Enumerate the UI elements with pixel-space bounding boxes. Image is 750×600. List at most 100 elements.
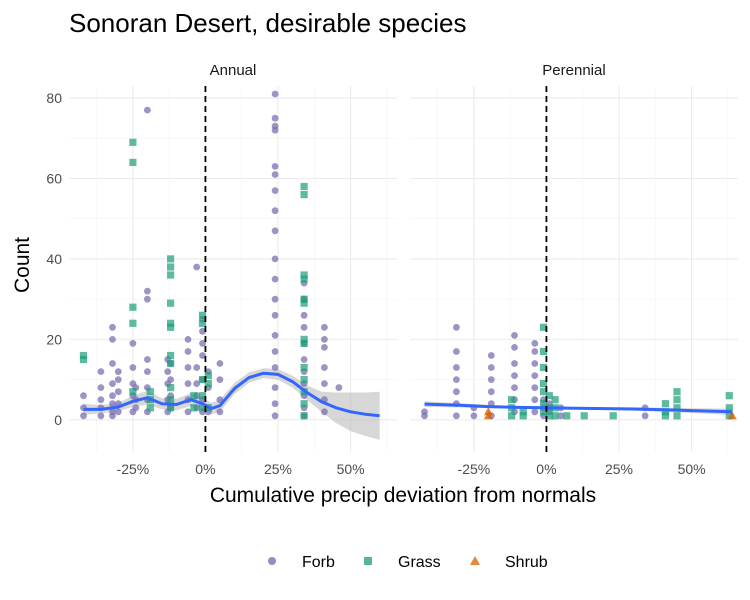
point-grass (539, 408, 548, 416)
point-grass (661, 412, 669, 420)
point-forb (271, 364, 279, 371)
point-grass (129, 319, 137, 327)
point-grass (508, 396, 516, 404)
point-forb (97, 368, 105, 375)
point-forb (109, 400, 116, 408)
point-forb (531, 384, 539, 391)
point-forb (109, 360, 116, 367)
point-forb (109, 336, 116, 343)
point-forb (271, 163, 279, 170)
point-forb (531, 372, 539, 379)
point-grass (167, 319, 175, 327)
point-grass (167, 351, 175, 360)
point-grass (300, 376, 308, 384)
point-grass (300, 295, 308, 303)
point-grass (673, 388, 681, 396)
point-forb (216, 408, 224, 416)
point-grass (539, 380, 548, 388)
point-forb (271, 400, 279, 408)
point-grass (167, 359, 175, 368)
point-forb (487, 364, 495, 371)
point-grass (129, 388, 137, 396)
point-forb (109, 408, 116, 416)
point-grass (190, 392, 198, 400)
point-forb (184, 408, 192, 416)
point-forb (184, 380, 192, 387)
point-grass (146, 404, 154, 412)
point-forb (109, 392, 116, 400)
point-forb (271, 207, 279, 215)
point-forb (129, 340, 137, 347)
point-grass (300, 412, 308, 420)
point-grass (79, 351, 88, 360)
point-forb (453, 388, 460, 396)
point-grass (167, 263, 175, 271)
point-forb (271, 122, 279, 130)
point-forb (199, 327, 206, 335)
x-tick-label: -25% (458, 461, 491, 477)
point-grass (300, 335, 308, 343)
legend-label-grass: Grass (398, 554, 441, 571)
point-forb (531, 360, 539, 367)
point-grass (167, 255, 175, 263)
chart-title: Sonoran Desert, desirable species (69, 8, 466, 38)
point-grass (300, 339, 308, 347)
point-forb (132, 404, 140, 412)
point-forb (184, 348, 192, 355)
point-grass (190, 404, 198, 412)
point-grass (167, 404, 175, 412)
point-forb (184, 364, 192, 371)
point-grass (204, 380, 212, 388)
point-forb (144, 106, 151, 114)
x-axis: -25% 0% 25% 50% -25% 0% 25% 50% (117, 461, 706, 477)
x-tick-label: 0% (536, 461, 556, 477)
y-tick-label: 60 (46, 171, 62, 187)
y-tick-label: 20 (46, 331, 62, 347)
point-grass (167, 299, 175, 307)
point-forb (271, 332, 279, 339)
x-tick-label: 25% (264, 461, 292, 477)
smooth-line-perennial (424, 402, 733, 414)
point-forb (453, 376, 460, 383)
point-forb (271, 90, 279, 98)
point-grass (580, 412, 588, 420)
legend-label-forb: Forb (302, 554, 335, 571)
x-tick-label: 50% (337, 461, 365, 477)
point-grass (198, 319, 207, 327)
point-forb (511, 344, 518, 351)
point-forb (144, 287, 151, 295)
point-forb (271, 348, 279, 355)
point-grass (545, 392, 553, 400)
point-forb (511, 360, 518, 367)
point-forb (193, 380, 201, 387)
facet-label-perennial: Perennial (542, 62, 605, 79)
point-grass (204, 372, 212, 380)
legend-key-shrub (470, 556, 480, 565)
point-forb (144, 356, 151, 363)
point-grass (167, 384, 175, 392)
point-grass (300, 191, 308, 199)
point-grass (129, 138, 137, 146)
point-grass (198, 376, 207, 384)
point-forb (321, 364, 328, 371)
point-grass (539, 347, 548, 356)
point-grass (661, 408, 669, 416)
point-grass (609, 412, 617, 420)
point-forb (511, 384, 518, 391)
point-grass (673, 396, 681, 404)
point-forb (271, 227, 279, 235)
point-grass (167, 271, 175, 279)
point-grass (539, 388, 548, 396)
point-forb (335, 384, 343, 391)
point-forb (109, 323, 116, 331)
point-grass (539, 400, 548, 408)
point-forb (453, 364, 460, 371)
point-forb (487, 388, 495, 396)
point-grass (300, 271, 308, 279)
point-grass (519, 412, 527, 420)
point-grass (129, 158, 137, 166)
point-forb (557, 412, 565, 420)
point-grass (167, 396, 175, 404)
x-tick-label: -25% (117, 461, 150, 477)
point-forb (97, 384, 105, 391)
